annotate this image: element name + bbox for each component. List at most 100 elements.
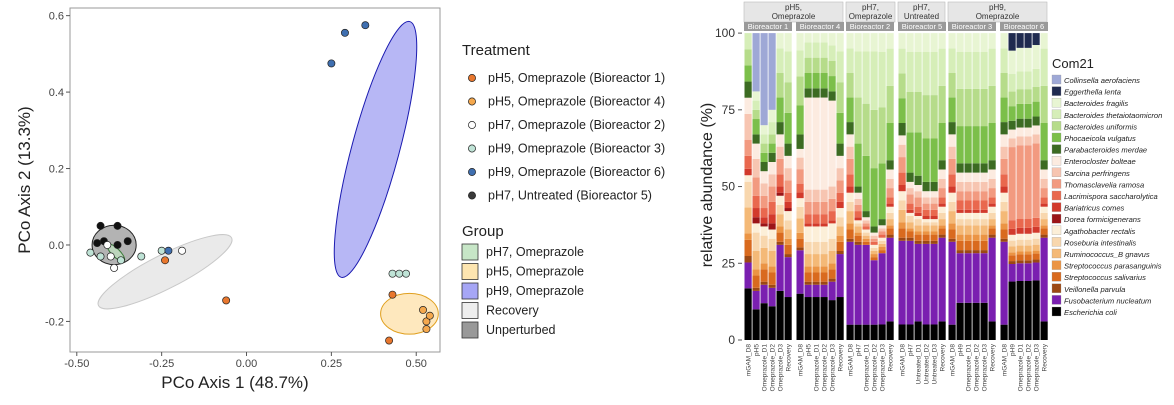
bar-segment xyxy=(796,293,804,340)
bar-segment xyxy=(812,201,820,215)
bar-segment xyxy=(784,155,792,169)
bar-segment xyxy=(930,243,938,325)
x-tick-label: -0.25 xyxy=(149,358,174,370)
bar-segment xyxy=(854,232,862,236)
bar-segment xyxy=(854,220,862,224)
bar-segment xyxy=(1040,123,1048,161)
bar-segment xyxy=(1000,211,1008,224)
bar-segment xyxy=(854,324,862,340)
outer-strip-label: pH5, xyxy=(785,3,802,12)
bar-segment xyxy=(870,254,878,258)
bar-segment xyxy=(898,73,906,99)
bar-segment xyxy=(812,281,820,285)
bar-segment xyxy=(862,33,870,52)
bar-segment xyxy=(776,48,784,73)
bar-segment xyxy=(878,247,886,251)
x-tick-label: pH9 xyxy=(1010,344,1017,356)
bar-segment xyxy=(804,272,812,282)
bar-segment xyxy=(956,33,964,52)
bar-segment xyxy=(776,146,784,159)
bar-segment xyxy=(1016,136,1024,146)
bar-segment xyxy=(820,97,828,190)
bar-segment xyxy=(898,324,906,340)
ellipse-recovery xyxy=(97,234,233,310)
bar-segment xyxy=(988,197,996,204)
x-tick-label: Omeprazole_D2 xyxy=(770,344,777,392)
x-tick-label: Omeprazole_D3 xyxy=(830,344,837,392)
pcoa-plot: -0.50 -0.25 0.00 0.25 0.50 -0.2 0.0 0.2 0.4 0.6 PC… xyxy=(15,7,665,392)
bar-segment xyxy=(980,240,988,251)
x-tick-label: Omeprazole_D3 xyxy=(778,344,785,392)
bar-segment xyxy=(836,235,844,242)
bar-segment xyxy=(922,33,930,52)
bar-segment xyxy=(1032,250,1040,254)
bar-segment xyxy=(752,109,760,120)
bar-segment xyxy=(1040,197,1048,204)
bar-segment xyxy=(836,250,844,255)
bar-segment xyxy=(938,225,946,229)
bar-segment xyxy=(922,324,930,340)
bar-segment xyxy=(988,85,996,123)
bar-segment xyxy=(752,143,760,159)
bar-segment xyxy=(812,284,820,298)
bar-segment xyxy=(922,209,930,216)
bar-segment xyxy=(776,195,784,205)
legend-group-key xyxy=(461,282,479,300)
bar-segment xyxy=(768,306,776,340)
bar-segment xyxy=(1000,174,1008,187)
legend-label: Bacteroides fragilis xyxy=(1064,99,1128,108)
bar-segment xyxy=(854,186,862,193)
bar-segment xyxy=(752,195,760,209)
bar-segment xyxy=(854,143,862,187)
bar-segment xyxy=(878,253,886,325)
bar-segment xyxy=(930,240,938,244)
bar-segment xyxy=(930,203,938,210)
x-tick-label: Omeprazole_D3 xyxy=(880,344,887,392)
bar-segment xyxy=(828,211,836,221)
legend-treatment-label: pH5, Omeprazole (Bioreactor 4) xyxy=(488,95,665,109)
bar-segment xyxy=(972,212,980,220)
bar-segment xyxy=(972,88,980,127)
data-point xyxy=(327,59,336,68)
bar-segment xyxy=(988,225,996,229)
bar-segment xyxy=(1024,89,1032,104)
legend-treatment-key xyxy=(468,191,476,200)
bar-segment xyxy=(796,148,804,158)
bar-segment xyxy=(988,321,996,340)
x-tick-label: Omeprazole_D3 xyxy=(982,344,989,392)
bar-segment xyxy=(846,72,854,98)
bar-segment xyxy=(886,219,894,226)
data-point xyxy=(388,290,397,299)
bar-segment xyxy=(964,126,972,164)
legend-treatment-key xyxy=(468,144,476,153)
bar-segment xyxy=(784,257,792,298)
bar-segment xyxy=(914,197,922,207)
bar-segment xyxy=(1016,263,1024,281)
bar-segment xyxy=(796,250,804,294)
bar-segment xyxy=(836,51,844,83)
bar-segment xyxy=(768,238,776,251)
bar-segment xyxy=(796,218,804,233)
bar-segment xyxy=(1016,219,1024,228)
bar-segment xyxy=(898,98,906,123)
bar-segment xyxy=(768,214,776,224)
bar-segment xyxy=(784,208,792,212)
bar-segment xyxy=(886,188,894,198)
bar-segment xyxy=(846,238,854,242)
bar-segment xyxy=(914,243,922,322)
bar-segment xyxy=(1040,321,1048,340)
data-point xyxy=(106,252,115,261)
bar-segment xyxy=(964,240,972,251)
bar-segment xyxy=(828,33,836,46)
bar-segment xyxy=(1016,260,1024,264)
bar-segment xyxy=(938,160,946,170)
bar-segment xyxy=(820,33,828,43)
legend-group-label: pH7, Omeprazole xyxy=(486,245,584,259)
bar-segment xyxy=(1040,85,1048,123)
bar-segment xyxy=(752,100,760,110)
bar-segment xyxy=(776,134,784,147)
legend-label: Collinsella aerofaciens xyxy=(1064,76,1140,85)
bar-segment xyxy=(938,169,946,179)
bar-segment xyxy=(836,217,844,227)
